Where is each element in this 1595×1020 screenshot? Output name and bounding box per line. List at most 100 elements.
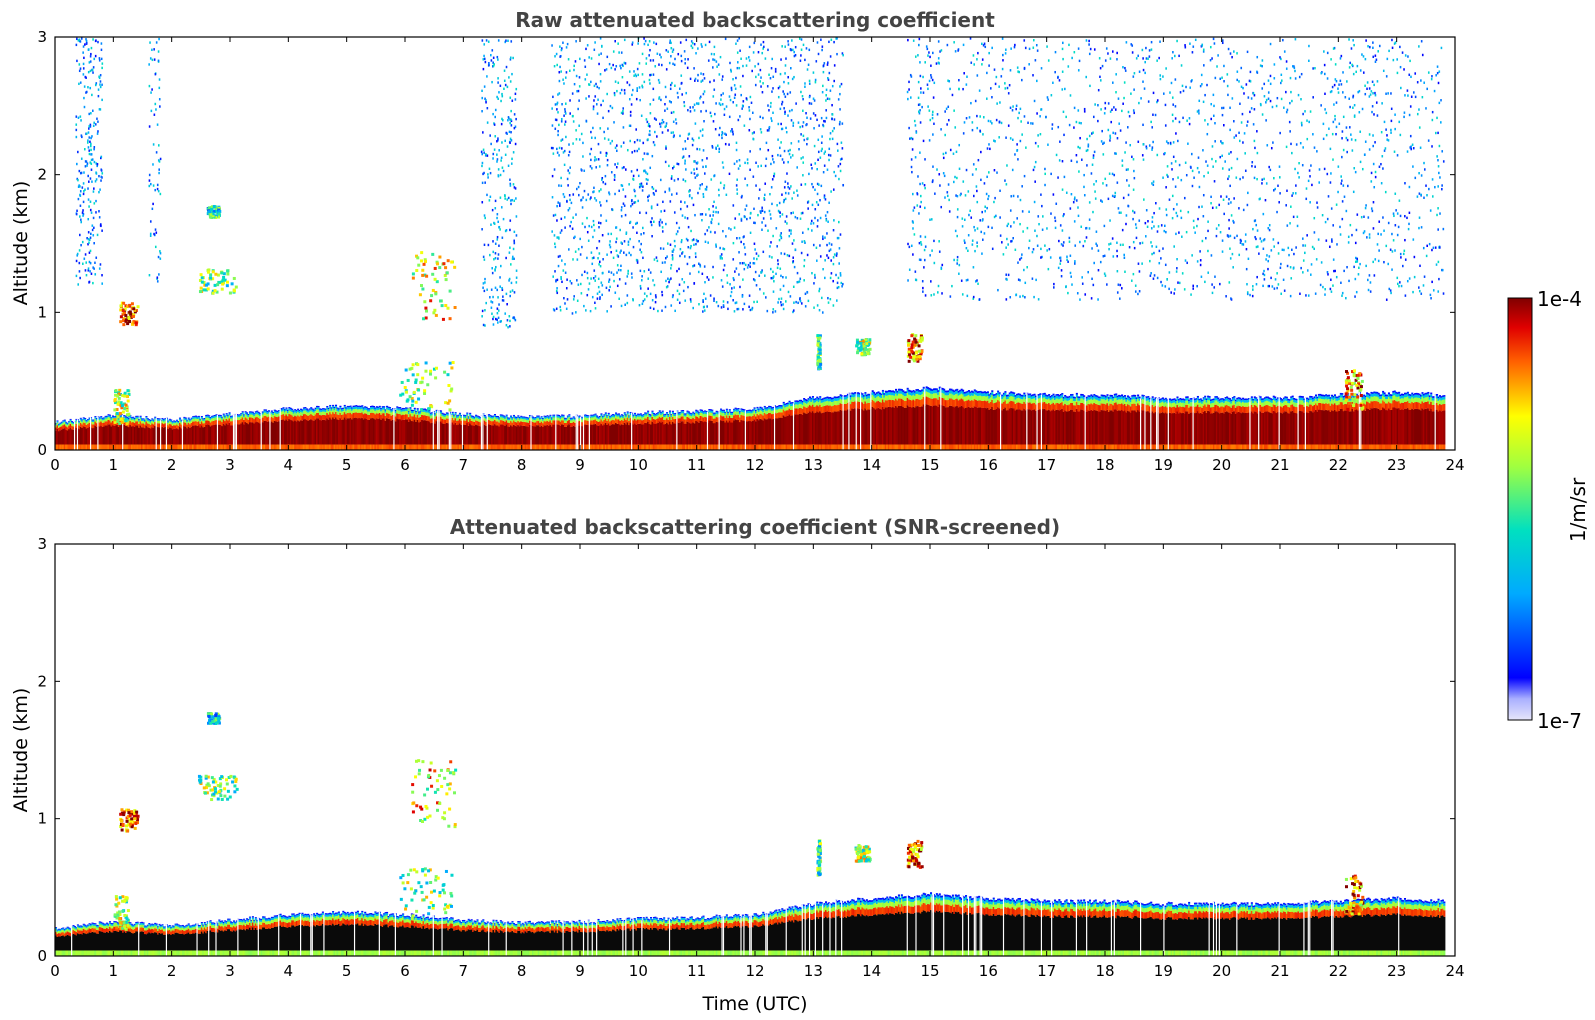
boundary-layer-cell [370, 413, 373, 419]
boundary-layer-cell [184, 422, 187, 427]
boundary-layer-cell [227, 420, 230, 425]
boundary-layer-cell [370, 409, 373, 413]
boundary-layer-cell [702, 417, 705, 423]
boundary-layer-cell [603, 420, 606, 425]
boundary-layer-cell [930, 390, 933, 394]
boundary-layer-cell [686, 421, 689, 445]
boundary-layer-cell [1002, 397, 1005, 402]
boundary-layer-cell [839, 409, 842, 445]
boundary-layer-cell [456, 415, 459, 417]
boundary-layer-cell [1093, 398, 1096, 403]
boundary-layer-cell [129, 418, 132, 421]
boundary-layer-cell [1173, 444, 1176, 450]
boundary-layer-cell [967, 444, 970, 450]
boundary-layer-cell [1074, 401, 1077, 406]
boundary-layer-cell [94, 425, 97, 445]
boundary-layer-cell [422, 408, 425, 410]
boundary-layer-cell [307, 412, 310, 416]
boundary-layer-cell [650, 414, 653, 416]
boundary-layer-cell [644, 422, 647, 445]
boundary-layer-cell [1183, 400, 1186, 404]
boundary-layer-cell [390, 409, 393, 411]
boundary-layer-cell [387, 413, 390, 419]
boundary-layer-cell [270, 421, 273, 445]
boundary-layer-cell [397, 410, 400, 414]
boundary-layer-cell [358, 444, 361, 450]
boundary-layer-cell [469, 412, 472, 414]
boundary-layer-cell [464, 420, 467, 425]
boundary-layer-cell [912, 399, 915, 407]
boundary-layer-cell [308, 411, 311, 416]
boundary-layer-cell [313, 415, 316, 421]
boundary-layer-cell [342, 414, 345, 420]
boundary-layer-cell [975, 390, 978, 393]
boundary-layer-cell [496, 417, 499, 419]
boundary-layer-cell [1027, 402, 1030, 410]
boundary-layer-cell [561, 414, 564, 416]
boundary-layer-cell [762, 415, 765, 421]
boundary-layer-cell [895, 398, 898, 406]
boundary-layer-cell [1233, 404, 1236, 412]
boundary-layer-cell [906, 392, 909, 398]
boundary-layer-cell [606, 415, 609, 417]
boundary-layer-cell [908, 406, 911, 445]
data-gap-line [1000, 394, 1002, 450]
boundary-layer-cell [994, 395, 997, 399]
boundary-layer-cell [238, 444, 241, 450]
boundary-layer-cell [1113, 393, 1116, 396]
boundary-layer-cell [619, 421, 622, 426]
boundary-layer-cell [1001, 444, 1004, 450]
boundary-layer-cell [375, 406, 378, 408]
boundary-layer-cell [1228, 398, 1232, 400]
boundary-layer-cell [149, 421, 152, 423]
boundary-layer-cell [995, 402, 998, 409]
boundary-layer-cell [988, 403, 991, 410]
boundary-layer-cell [641, 415, 644, 418]
boundary-layer-cell [542, 427, 545, 445]
boundary-layer-cell [180, 428, 183, 445]
boundary-layer-cell [899, 390, 902, 394]
boundary-layer-cell [838, 404, 841, 412]
boundary-layer-cell [429, 444, 432, 450]
boundary-layer-cell [925, 404, 928, 445]
boundary-layer-cell [477, 421, 480, 426]
boundary-layer-cell [666, 422, 669, 445]
boundary-layer-cell [123, 416, 126, 418]
boundary-layer-cell [1024, 399, 1027, 404]
boundary-layer-cell [1245, 398, 1248, 401]
boundary-layer-cell [654, 416, 657, 420]
boundary-layer-cell [989, 401, 992, 409]
boundary-layer-cell [1005, 399, 1008, 404]
boundary-layer-cell [211, 415, 214, 417]
boundary-layer-cell [733, 408, 736, 411]
boundary-layer-cell [1177, 407, 1180, 414]
boundary-layer-cell [690, 414, 693, 417]
boundary-layer-cell [1172, 398, 1175, 401]
boundary-layer-cell [209, 417, 212, 419]
boundary-layer-cell [547, 421, 550, 426]
boundary-layer-cell [1020, 403, 1023, 411]
boundary-layer-cell [454, 422, 457, 445]
boundary-layer-cell [402, 409, 405, 412]
boundary-layer-cell [784, 416, 787, 445]
boundary-layer-cell [1243, 402, 1246, 407]
boundary-layer-cell [1153, 400, 1156, 403]
boundary-layer-cell [832, 405, 835, 413]
boundary-layer-cell [91, 424, 94, 429]
boundary-layer-cell [418, 417, 421, 423]
boundary-layer-cell [854, 401, 857, 409]
boundary-layer-cell [734, 411, 737, 415]
boundary-layer-cell [69, 427, 72, 445]
boundary-layer-cell [670, 416, 673, 420]
boundary-layer-cell [308, 408, 311, 410]
boundary-layer-cell [1210, 400, 1213, 404]
boundary-layer-cell [164, 420, 167, 424]
boundary-layer-cell [362, 419, 365, 445]
boundary-layer-cell [152, 419, 155, 421]
boundary-layer-cell [248, 417, 252, 423]
boundary-layer-cell [568, 419, 571, 425]
boundary-layer-cell [292, 413, 295, 417]
boundary-layer-cell [717, 412, 720, 415]
boundary-layer-cell [1145, 444, 1148, 450]
boundary-layer-cell [1059, 395, 1062, 399]
